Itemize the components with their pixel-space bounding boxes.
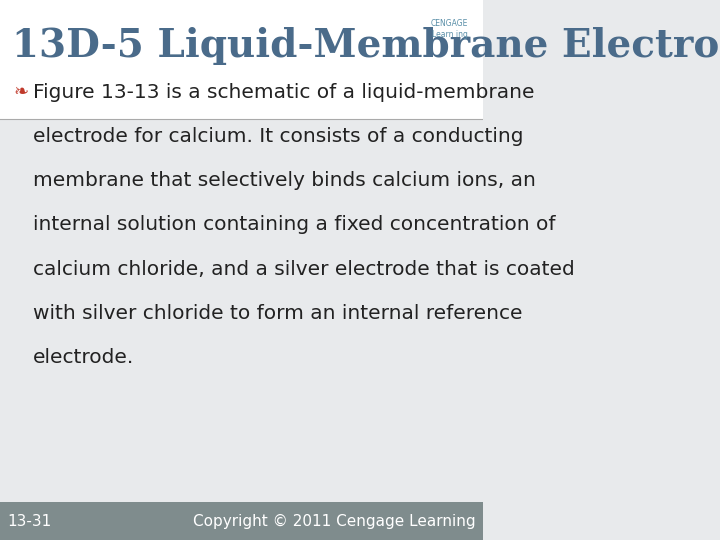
- Text: 13D-5 Liquid-Membrane Electrodes: 13D-5 Liquid-Membrane Electrodes: [12, 27, 720, 65]
- Text: calcium chloride, and a silver electrode that is coated: calcium chloride, and a silver electrode…: [33, 260, 575, 279]
- Text: CENGAGE
Learn ing: CENGAGE Learn ing: [431, 19, 468, 39]
- Text: Figure 13-13 is a schematic of a liquid-membrane: Figure 13-13 is a schematic of a liquid-…: [33, 83, 534, 102]
- Text: electrode for calcium. It consists of a conducting: electrode for calcium. It consists of a …: [33, 127, 523, 146]
- Text: ❧: ❧: [14, 83, 29, 100]
- Text: internal solution containing a fixed concentration of: internal solution containing a fixed con…: [33, 215, 555, 234]
- FancyBboxPatch shape: [0, 502, 483, 540]
- Text: electrode.: electrode.: [33, 348, 134, 367]
- Text: 13-31: 13-31: [7, 514, 52, 529]
- Text: with silver chloride to form an internal reference: with silver chloride to form an internal…: [33, 304, 522, 323]
- Text: membrane that selectively binds calcium ions, an: membrane that selectively binds calcium …: [33, 171, 536, 190]
- FancyBboxPatch shape: [0, 0, 483, 119]
- Text: Copyright © 2011 Cengage Learning: Copyright © 2011 Cengage Learning: [193, 514, 475, 529]
